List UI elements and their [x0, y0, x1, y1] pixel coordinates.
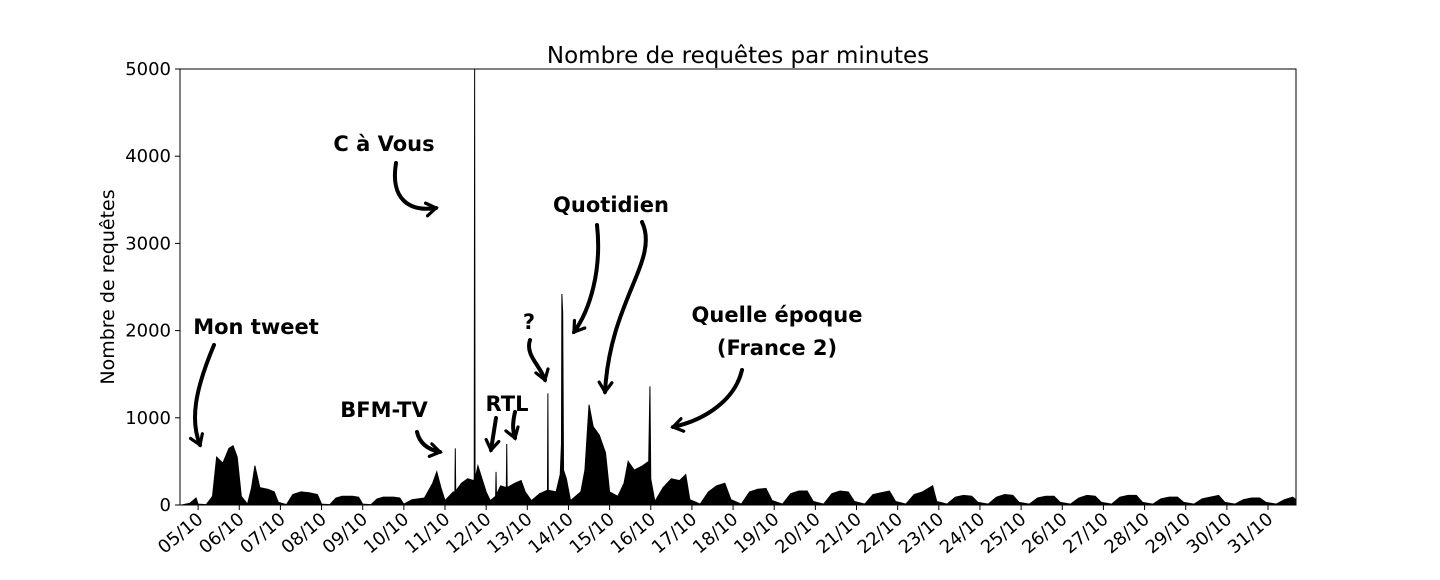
x-tick-label: 30/10 — [1183, 509, 1236, 558]
annotation: Quelle époque — [692, 303, 863, 327]
annotation: (France 2) — [717, 336, 837, 360]
x-tick-label: 31/10 — [1224, 509, 1277, 558]
arrow — [527, 338, 550, 383]
x-tick-label: 09/10 — [319, 509, 372, 558]
x-tick-label: 18/10 — [689, 509, 742, 558]
y-tick-label: 5000 — [125, 59, 171, 80]
x-tick-label: 27/10 — [1059, 509, 1112, 558]
x-tick-label: 06/10 — [195, 509, 248, 558]
x-tick-label: 26/10 — [1018, 509, 1071, 558]
x-tick-label: 05/10 — [154, 509, 207, 558]
y-tick-label: 1000 — [125, 408, 171, 429]
arrow — [484, 416, 501, 453]
area — [181, 68, 1297, 506]
annotation: Mon tweet — [193, 315, 319, 339]
annotation: Quotidien — [553, 193, 669, 217]
annotation: RTL — [486, 392, 529, 416]
x-tick-label: 17/10 — [648, 509, 701, 558]
x-tick-label: 25/10 — [977, 509, 1030, 558]
arrows — [188, 161, 744, 458]
y-tick-label: 3000 — [125, 233, 171, 254]
x-tick-label: 22/10 — [854, 509, 907, 558]
arrow — [572, 223, 601, 335]
arrow — [415, 430, 443, 458]
y-tick-label: 0 — [160, 495, 171, 516]
x-tick-label: 24/10 — [936, 509, 989, 558]
x-tick-label: 13/10 — [483, 509, 536, 558]
chart-title: Nombre de requêtes par minutes — [547, 43, 929, 69]
x-tick-label: 12/10 — [442, 509, 495, 558]
x-tick-label: 29/10 — [1142, 509, 1195, 558]
arrow — [504, 410, 520, 441]
annotation: ? — [523, 310, 535, 334]
x-tick-label: 21/10 — [812, 509, 865, 558]
y-axis-label: Nombre de requêtes — [97, 189, 119, 384]
x-tick-label: 14/10 — [524, 509, 577, 558]
arrow — [670, 368, 744, 433]
annotation: C à Vous — [333, 132, 434, 156]
x-tick-label: 10/10 — [360, 509, 413, 558]
x-tick-label: 08/10 — [278, 509, 331, 558]
y-tick-label: 4000 — [125, 146, 171, 167]
x-tick-label: 23/10 — [895, 509, 948, 558]
x-tick-label: 07/10 — [236, 509, 289, 558]
x-tick-label: 11/10 — [401, 509, 454, 558]
x-tick-label: 16/10 — [607, 509, 660, 558]
arrow — [597, 220, 648, 395]
y-tick-label: 2000 — [125, 321, 171, 342]
plot-frame — [179, 68, 1297, 506]
x-tick-label: 15/10 — [566, 509, 619, 558]
x-tick-label: 20/10 — [771, 509, 824, 558]
annotation: BFM-TV — [340, 398, 428, 422]
x-tick-label: 19/10 — [730, 509, 783, 558]
arrow — [188, 343, 216, 448]
x-tick-label: 28/10 — [1101, 509, 1154, 558]
arrow — [392, 161, 439, 218]
